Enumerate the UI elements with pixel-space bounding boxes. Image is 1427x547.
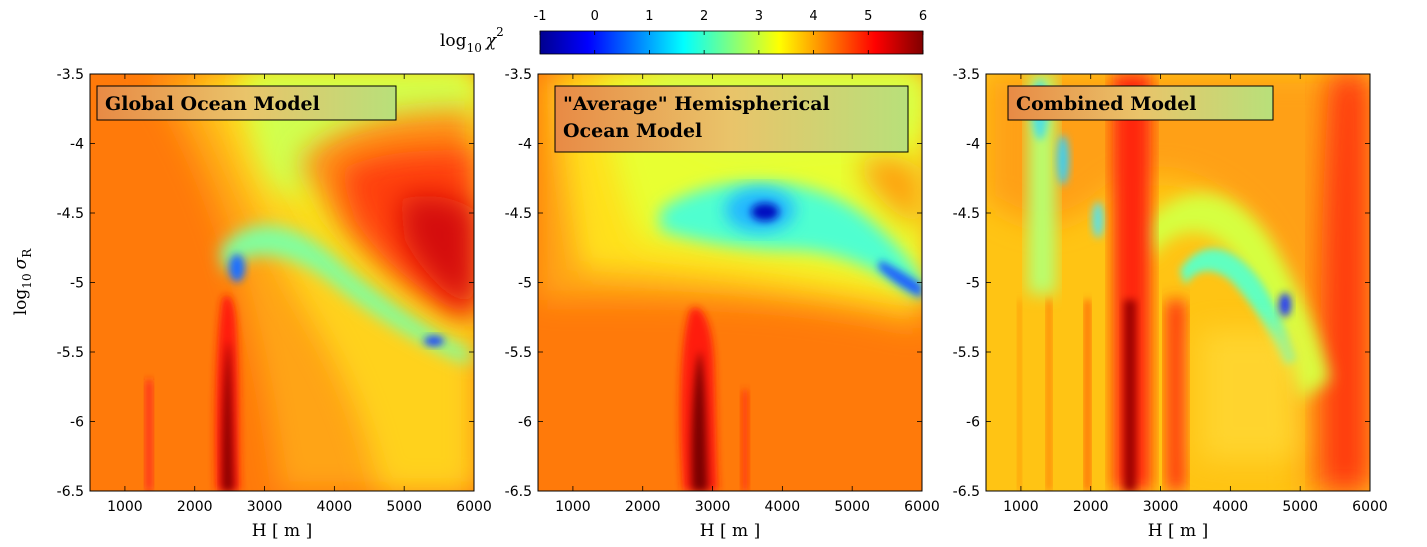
colorbar-tick-label: 2 xyxy=(700,9,708,24)
x-tick-label: 5000 xyxy=(386,499,422,515)
x-tick-label: 6000 xyxy=(1352,499,1388,515)
y-tick-label: -4 xyxy=(70,137,84,153)
y-tick-label: -6.5 xyxy=(953,484,980,500)
x-tick-label: 6000 xyxy=(456,499,492,515)
panel-1-xlabel: H [ m ] xyxy=(252,521,312,541)
y-tick-label: -5.5 xyxy=(505,345,532,361)
panel-3-xlabel: H [ m ] xyxy=(1148,521,1208,541)
x-tick-label: 2000 xyxy=(1073,499,1109,515)
x-tick-label: 3000 xyxy=(247,499,283,515)
x-tick-label: 4000 xyxy=(1213,499,1249,515)
heatmap-global xyxy=(90,74,474,491)
y-tick-label: -3.5 xyxy=(57,67,84,83)
panel-3-title: Combined Model xyxy=(1016,93,1197,115)
panel-global-ocean-model: Global Ocean Model 1000 2000 3000 4000 5000 6… xyxy=(11,67,492,541)
x-tick-label: 4000 xyxy=(317,499,353,515)
x-tick-label: 3000 xyxy=(695,499,731,515)
heatmap-combined xyxy=(986,74,1370,491)
y-tick-label: -6.5 xyxy=(505,484,532,500)
colorbar-tick-label: 4 xyxy=(809,9,817,24)
colorbar-tick-label: 3 xyxy=(755,9,763,24)
x-tick-label: 1000 xyxy=(107,499,143,515)
panel-2-xlabel: H [ m ] xyxy=(700,521,760,541)
panel-1-ylabel: log10σR xyxy=(11,248,34,315)
colorbar-gradient xyxy=(539,30,924,55)
x-tick-label: 4000 xyxy=(765,499,801,515)
colorbar-tick-label: 5 xyxy=(864,9,872,24)
panel-1-title: Global Ocean Model xyxy=(105,93,320,115)
x-tick-label: 6000 xyxy=(904,499,940,515)
x-tick-label: 5000 xyxy=(1282,499,1318,515)
y-tick-label: -5.5 xyxy=(953,345,980,361)
y-tick-label: -3.5 xyxy=(505,67,532,83)
colorbar-tick-label: 1 xyxy=(645,9,653,24)
colorbar-tick-label: 0 xyxy=(591,9,599,24)
x-tick-label: 2000 xyxy=(625,499,661,515)
x-tick-label: 1000 xyxy=(1003,499,1039,515)
panel-combined-model: Combined Model 1000 2000 3000 4000 5000 6000 -… xyxy=(953,67,1388,541)
y-tick-label: -5.5 xyxy=(57,345,84,361)
colorbar: -1 0 1 2 3 4 5 6 log10 χ2 xyxy=(440,9,927,55)
y-tick-label: -4.5 xyxy=(505,206,532,222)
panel-3-title-box xyxy=(1007,85,1274,121)
y-tick-label: -6.5 xyxy=(57,484,84,500)
y-tick-label: -5 xyxy=(966,276,980,292)
x-tick-label: 1000 xyxy=(555,499,591,515)
y-tick-label: -6 xyxy=(70,415,84,431)
y-tick-label: -5 xyxy=(518,276,532,292)
x-tick-label: 2000 xyxy=(177,499,213,515)
y-tick-label: -3.5 xyxy=(953,67,980,83)
y-tick-label: -4 xyxy=(518,137,532,153)
y-tick-label: -4.5 xyxy=(57,206,84,222)
panel-2-title-box xyxy=(554,85,909,153)
colorbar-tick-label: 6 xyxy=(919,9,927,24)
y-tick-label: -4 xyxy=(966,137,980,153)
y-tick-label: -6 xyxy=(518,415,532,431)
y-tick-label: -5 xyxy=(70,276,84,292)
y-tick-label: -6 xyxy=(966,415,980,431)
panel-hemispherical-ocean-model: "Average" Hemispherical Ocean Model 1000 2… xyxy=(505,67,940,541)
panel-1-title-box xyxy=(96,85,397,121)
panel-2-title: "Average" Hemispherical Ocean Model xyxy=(563,93,830,142)
colorbar-label: log10 χ2 xyxy=(440,25,504,55)
y-tick-label: -4.5 xyxy=(953,206,980,222)
x-tick-label: 5000 xyxy=(834,499,870,515)
x-tick-label: 3000 xyxy=(1143,499,1179,515)
colorbar-tick-label: -1 xyxy=(534,9,547,24)
